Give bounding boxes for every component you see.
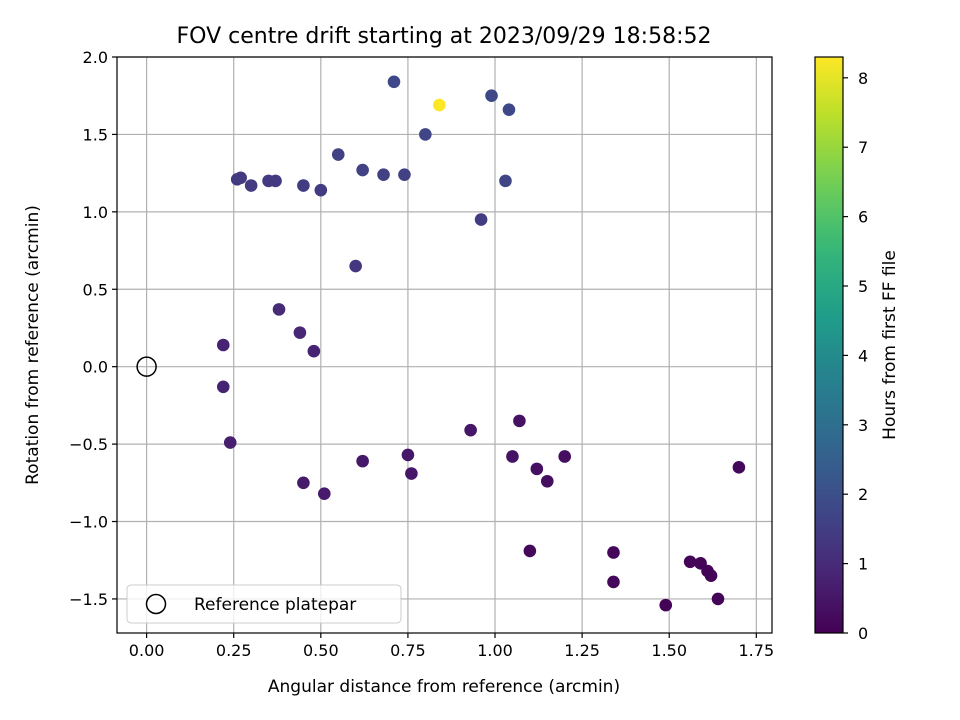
x-axis-label: Angular distance from reference (arcmin): [268, 677, 620, 697]
x-tick-label: 0.00: [129, 641, 165, 660]
data-point: [513, 414, 526, 428]
data-point: [432, 98, 446, 112]
data-point: [732, 461, 746, 474]
data-point: [530, 462, 544, 476]
data-point: [474, 213, 488, 226]
data-point: [314, 183, 328, 197]
data-point: [331, 148, 345, 161]
data-point: [558, 450, 571, 463]
data-point: [377, 168, 390, 181]
data-point: [464, 423, 477, 437]
data-point: [405, 467, 418, 480]
data-point: [297, 476, 310, 490]
colorbar-tick-label: 3: [858, 416, 868, 435]
colorbar-tick-label: 1: [858, 555, 868, 574]
data-point: [523, 544, 537, 558]
plot-area-frame: [116, 56, 773, 634]
data-point: [540, 474, 554, 488]
x-tick-label: 1.75: [739, 641, 775, 660]
data-point: [356, 454, 369, 468]
y-tick-label: −1.0: [69, 513, 108, 532]
y-tick-label: 1.0: [83, 203, 108, 222]
colorbar-ticks: 0 1 2 3 4 5 6 7 8: [843, 69, 868, 643]
data-point: [401, 448, 415, 462]
data-point: [216, 338, 230, 352]
y-tick-label: 2.0: [83, 48, 108, 67]
y-axis-label: Rotation from reference (arcmin): [23, 205, 43, 485]
x-tick-label: 0.75: [390, 641, 426, 660]
data-point: [234, 171, 247, 185]
colorbar-tick-label: 8: [858, 69, 868, 88]
colorbar-label: Hours from first FF file: [880, 250, 900, 440]
data-point: [659, 598, 673, 612]
x-tick-label: 1.00: [477, 641, 513, 660]
data-point: [269, 174, 282, 188]
data-point: [398, 168, 411, 181]
data-point: [318, 487, 331, 500]
data-point: [297, 179, 310, 192]
data-point: [272, 303, 286, 316]
chart-title: FOV centre drift starting at 2023/09/29 …: [177, 24, 712, 49]
y-tick-label: 1.5: [83, 125, 108, 144]
colorbar-tick-label: 5: [858, 277, 868, 296]
data-point: [419, 128, 432, 141]
y-tick-label: −1.5: [69, 590, 108, 609]
x-axis-ticks: 0.00 0.25 0.50 0.75 1.00 1.25 1.50 1.75: [129, 633, 774, 660]
data-point: [293, 326, 307, 339]
data-points: [216, 75, 746, 612]
data-point: [485, 89, 498, 103]
colorbar-tick-label: 2: [858, 485, 868, 504]
colorbar-tick-label: 0: [858, 624, 868, 643]
data-point: [506, 450, 519, 463]
reference-marker: [136, 356, 157, 377]
colorbar-gradient: [814, 56, 844, 634]
x-tick-label: 0.25: [216, 641, 252, 660]
y-axis-ticks: −1.5 −1.0 −0.5 0.0 0.5 1.0 1.5 2.0: [69, 48, 117, 609]
data-point: [356, 163, 369, 177]
colorbar-tick-label: 6: [858, 208, 868, 227]
colorbar-tick-label: 4: [858, 346, 868, 365]
x-tick-label: 1.50: [651, 641, 687, 660]
colorbar-tick-label: 7: [858, 138, 868, 157]
legend-box: [126, 584, 402, 624]
data-point: [223, 436, 237, 449]
x-tick-label: 0.50: [303, 641, 339, 660]
data-point: [387, 75, 401, 89]
data-point: [607, 575, 620, 589]
x-tick-label: 1.25: [564, 641, 600, 660]
legend: Reference platepar: [126, 584, 402, 624]
data-point: [711, 592, 725, 606]
data-point: [683, 555, 697, 569]
legend-reference-label: Reference platepar: [194, 595, 356, 615]
data-point: [607, 546, 620, 559]
data-point: [499, 174, 512, 188]
data-point: [349, 259, 362, 273]
data-point: [307, 344, 321, 358]
data-point: [216, 380, 230, 394]
data-point: [502, 103, 516, 116]
y-tick-label: 0.5: [83, 280, 108, 299]
legend-reference-marker: [145, 593, 167, 615]
y-tick-label: 0.0: [83, 358, 108, 377]
data-point: [244, 179, 258, 192]
y-tick-label: −0.5: [69, 435, 108, 454]
data-point: [694, 557, 707, 570]
reference-marker-group: [136, 356, 157, 377]
colorbar: 0 1 2 3 4 5 6 7 8 Hours from first FF file: [814, 56, 900, 643]
